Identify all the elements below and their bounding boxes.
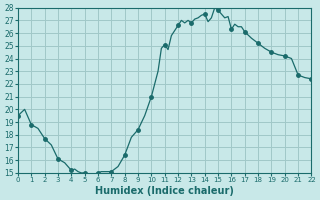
X-axis label: Humidex (Indice chaleur): Humidex (Indice chaleur)	[95, 186, 234, 196]
